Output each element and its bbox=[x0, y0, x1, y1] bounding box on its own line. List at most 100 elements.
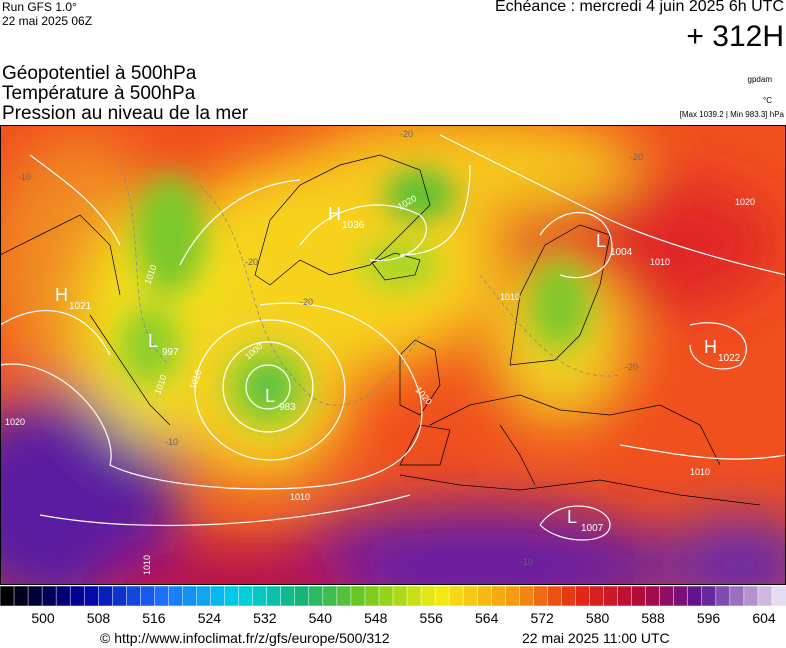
colorbar-label: 604 bbox=[752, 610, 776, 625]
colorbar-swatch bbox=[743, 585, 759, 607]
source-url: © http://www.infoclimat.fr/z/gfs/europe/… bbox=[100, 630, 390, 646]
colorbar-swatch bbox=[406, 585, 422, 607]
colorbar-swatch bbox=[617, 585, 633, 607]
forecast-time: Echéance : mercredi 4 juin 2025 6h UTC bbox=[494, 0, 784, 15]
colorbar-swatch bbox=[547, 585, 563, 607]
center-symbol: H bbox=[704, 337, 717, 357]
colorbar-swatch bbox=[210, 585, 226, 607]
isobar-label: 1020 bbox=[5, 417, 25, 427]
isobar-label: 1010 bbox=[690, 467, 710, 477]
colorbar-swatch bbox=[659, 585, 675, 607]
colorbar-swatch bbox=[350, 585, 366, 607]
colorbar-swatch bbox=[673, 585, 689, 607]
colorbar-swatch bbox=[603, 585, 619, 607]
colorbar-label: 580 bbox=[586, 610, 610, 625]
colorbar-swatch bbox=[196, 585, 212, 607]
colorbar-swatch bbox=[378, 585, 394, 607]
colorbar-swatch bbox=[83, 585, 100, 607]
isotherm-label: -20 bbox=[625, 362, 638, 372]
isotherm-label: -10 bbox=[520, 557, 533, 567]
colorbar-label: 572 bbox=[530, 610, 554, 625]
center-value: 997 bbox=[162, 347, 179, 358]
center-value: 1021 bbox=[69, 301, 92, 312]
isobar-label: 1010 bbox=[650, 257, 670, 267]
colorbar-swatch bbox=[140, 585, 156, 607]
colorbar-swatch bbox=[519, 585, 535, 607]
colorbar-swatch bbox=[701, 585, 717, 607]
colorbar-swatch bbox=[715, 585, 731, 607]
colorbar: 500 508 516 524 532 540 548 556 564 572 580 588 596 6… bbox=[0, 585, 786, 625]
isobar-label: 1010 bbox=[142, 555, 152, 575]
center-value: 1007 bbox=[581, 523, 604, 534]
colorbar-swatch bbox=[266, 585, 282, 607]
colorbar-swatch bbox=[238, 585, 254, 607]
isotherm-label: -10 bbox=[165, 437, 178, 447]
lead-time: + 312H bbox=[686, 20, 784, 53]
colorbar-swatch bbox=[13, 585, 29, 607]
colorbar-label: 500 bbox=[31, 610, 55, 625]
run-label: Run GFS 1.0° bbox=[2, 0, 77, 14]
colorbar-swatch bbox=[757, 585, 773, 607]
center-symbol: L bbox=[596, 231, 606, 251]
colorbar-swatch bbox=[645, 585, 661, 607]
colorbar-swatch bbox=[476, 585, 493, 607]
title-line: Température à 500hPa bbox=[2, 83, 196, 104]
isotherm-label: -10 bbox=[18, 172, 31, 182]
colorbar-swatch bbox=[631, 585, 647, 607]
center-symbol: H bbox=[328, 204, 341, 224]
colorbar-swatch bbox=[392, 585, 408, 607]
isobars bbox=[0, 134, 786, 541]
colorbar-swatch bbox=[448, 585, 464, 607]
colorbar-swatch bbox=[336, 585, 352, 607]
colorbar-label: 564 bbox=[475, 610, 499, 625]
colorbar-label: 588 bbox=[641, 610, 665, 625]
isotherm-label: -20 bbox=[245, 257, 258, 267]
colorbar-swatch bbox=[589, 585, 605, 607]
colorbar-swatch bbox=[364, 585, 380, 607]
colorbar-swatch bbox=[41, 585, 57, 607]
center-value: 1022 bbox=[718, 353, 741, 364]
colorbar-swatch bbox=[491, 585, 507, 607]
colorbar-swatch bbox=[687, 585, 703, 607]
colorbar-label: 596 bbox=[697, 610, 721, 625]
colorbar-swatch bbox=[126, 585, 142, 607]
center-value: 1036 bbox=[342, 220, 365, 231]
center-symbol: L bbox=[148, 331, 158, 351]
center-symbol: L bbox=[265, 386, 275, 406]
colorbar-swatch bbox=[224, 585, 240, 607]
isotherms bbox=[119, 164, 621, 406]
colorbar-label: 516 bbox=[142, 610, 166, 625]
isotherm-label: -20 bbox=[400, 129, 413, 139]
pressure-range: [Max 1039.2 | Min 983.3] hPa bbox=[679, 110, 784, 119]
isotherm-label: -20 bbox=[630, 152, 643, 162]
colorbar-swatch bbox=[308, 585, 324, 607]
unit-geo: gpdam bbox=[747, 75, 772, 84]
center-symbol: L bbox=[567, 507, 577, 527]
colorbar-swatch bbox=[322, 585, 338, 607]
colorbar-label: 524 bbox=[198, 610, 222, 625]
colorbar-swatch bbox=[55, 585, 71, 607]
colorbar-swatch bbox=[771, 585, 786, 607]
colorbar-swatch bbox=[561, 585, 577, 607]
title-line: Pression au niveau de la mer bbox=[2, 103, 249, 124]
isobar-label: 1020 bbox=[735, 197, 755, 207]
colorbar-label: 540 bbox=[309, 610, 333, 625]
colorbar-swatch bbox=[168, 585, 184, 607]
colorbar-swatch bbox=[434, 585, 450, 607]
colorbar-label: 556 bbox=[420, 610, 444, 625]
colorbar-swatch bbox=[112, 585, 128, 607]
issue-time: 22 mai 2025 11:00 UTC bbox=[522, 630, 670, 646]
colorbar-swatch bbox=[27, 585, 43, 607]
center-value: 983 bbox=[279, 402, 296, 413]
unit-temp: °C bbox=[763, 96, 772, 105]
colorbar-swatch bbox=[69, 585, 85, 607]
colorbar-label: 532 bbox=[253, 610, 277, 625]
center-symbol: H bbox=[55, 285, 68, 305]
isotherm-label: -20 bbox=[300, 297, 313, 307]
colorbar-swatch bbox=[182, 585, 198, 607]
colorbar-swatch bbox=[154, 585, 170, 607]
temperature-field bbox=[0, 125, 786, 585]
colorbar-swatch bbox=[98, 585, 114, 607]
